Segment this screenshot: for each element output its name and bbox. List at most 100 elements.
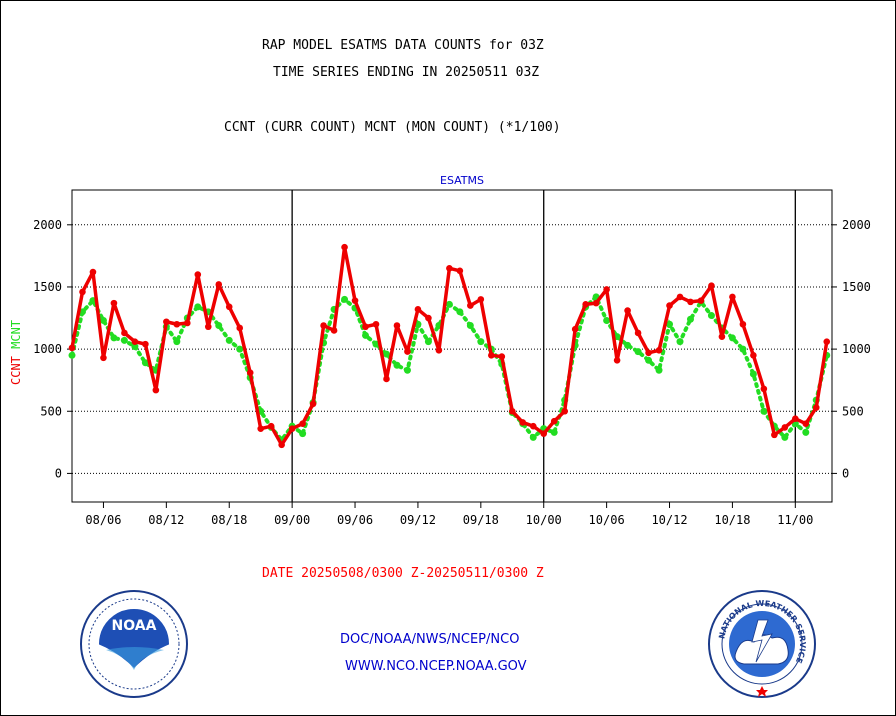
data-point-ccnt xyxy=(267,422,275,430)
chart-title-line3: CCNT (CURR COUNT) MCNT (MON COUNT) (*1/1… xyxy=(224,120,561,135)
data-point-ccnt xyxy=(603,286,610,293)
y-tick-label-left: 0 xyxy=(55,466,62,480)
x-tick-label: 11/00 xyxy=(777,513,813,527)
data-point-ccnt xyxy=(771,431,778,439)
y-tick-label-right: 0 xyxy=(842,466,849,480)
data-point-mcnt xyxy=(236,345,244,353)
noaa-logo: NOAA xyxy=(80,590,188,698)
data-point-ccnt xyxy=(68,344,76,352)
data-point-mcnt xyxy=(603,317,611,325)
data-point-ccnt xyxy=(351,297,359,304)
data-point-ccnt xyxy=(624,307,631,314)
data-point-mcnt xyxy=(456,308,464,316)
data-point-ccnt xyxy=(372,320,380,328)
data-point-mcnt xyxy=(141,359,149,367)
data-point-ccnt xyxy=(550,417,558,425)
data-point-ccnt xyxy=(278,441,285,449)
chart-title: ESATMS xyxy=(440,174,484,187)
data-point-ccnt xyxy=(592,299,600,307)
data-point-mcnt xyxy=(131,343,139,351)
y-axis-label-mcnt: MCNT xyxy=(9,320,23,349)
data-point-ccnt xyxy=(425,314,432,322)
data-point-mcnt xyxy=(382,350,390,358)
data-point-mcnt xyxy=(676,338,684,346)
data-point-ccnt xyxy=(708,282,715,290)
data-point-ccnt xyxy=(781,424,789,431)
y-tick-label-left: 1000 xyxy=(33,342,62,356)
data-point-ccnt xyxy=(131,338,139,345)
website-text: WWW.NCO.NCEP.NOAA.GOV xyxy=(345,659,527,674)
data-point-ccnt xyxy=(173,320,181,328)
data-point-ccnt xyxy=(760,385,768,393)
x-tick-label: 09/18 xyxy=(463,513,499,527)
data-point-ccnt xyxy=(194,271,202,278)
data-point-mcnt xyxy=(781,433,789,441)
data-point-ccnt xyxy=(477,296,485,303)
data-point-ccnt xyxy=(729,293,736,301)
data-point-mcnt xyxy=(424,338,432,346)
data-point-ccnt xyxy=(236,324,244,332)
data-point-ccnt xyxy=(655,347,663,354)
data-point-ccnt xyxy=(488,352,495,359)
y-tick-label-left: 2000 xyxy=(33,218,62,232)
data-point-ccnt xyxy=(446,265,453,272)
plot-frame xyxy=(71,189,833,503)
data-point-ccnt xyxy=(184,319,191,327)
data-point-mcnt xyxy=(686,315,694,323)
x-tick-label: 08/06 xyxy=(85,513,121,527)
chart-title-line2: TIME SERIES ENDING IN 20250511 03Z xyxy=(273,65,540,80)
data-point-ccnt xyxy=(456,267,464,275)
data-point-mcnt xyxy=(739,345,747,353)
data-point-ccnt xyxy=(634,329,642,337)
data-point-mcnt xyxy=(194,303,202,311)
data-point-ccnt xyxy=(121,329,128,337)
data-point-ccnt xyxy=(802,420,810,427)
data-point-mcnt xyxy=(299,430,307,438)
y-tick-label-right: 500 xyxy=(842,404,864,418)
date-range: DATE 20250508/0300 Z-20250511/0300 Z xyxy=(262,566,544,581)
data-point-ccnt xyxy=(750,352,757,359)
data-point-mcnt xyxy=(120,336,128,344)
data-point-ccnt xyxy=(383,375,390,383)
y-axis-label-ccnt: CCNT xyxy=(9,349,23,385)
data-point-ccnt xyxy=(582,301,589,308)
data-point-ccnt xyxy=(393,322,401,329)
data-point-mcnt xyxy=(225,336,233,344)
data-point-ccnt xyxy=(142,340,149,348)
data-point-ccnt xyxy=(100,354,107,362)
data-point-mcnt xyxy=(393,361,401,369)
data-point-ccnt xyxy=(676,293,684,301)
nws-logo: NATIONAL WEATHER SERVICE xyxy=(708,590,816,698)
data-point-ccnt xyxy=(812,404,820,411)
data-point-ccnt xyxy=(404,348,411,355)
data-point-mcnt xyxy=(645,356,653,364)
data-point-ccnt xyxy=(152,386,160,394)
x-tick-label: 10/00 xyxy=(526,513,562,527)
data-point-ccnt xyxy=(89,268,97,276)
x-tick-label: 08/18 xyxy=(211,513,247,527)
data-point-ccnt xyxy=(246,369,254,377)
data-point-mcnt xyxy=(749,370,757,378)
data-point-ccnt xyxy=(299,420,306,427)
data-point-mcnt xyxy=(802,428,810,436)
data-point-ccnt xyxy=(792,415,799,423)
data-point-ccnt xyxy=(309,400,317,408)
data-point-ccnt xyxy=(320,322,327,329)
y-tick-label-left: 1500 xyxy=(33,280,62,294)
data-point-mcnt xyxy=(99,317,107,325)
data-point-ccnt xyxy=(163,318,170,326)
x-tick-label: 10/06 xyxy=(589,513,625,527)
data-point-ccnt xyxy=(687,298,694,306)
data-point-ccnt xyxy=(362,323,369,331)
x-tick-label: 09/06 xyxy=(337,513,373,527)
data-point-ccnt xyxy=(823,338,831,345)
data-point-ccnt xyxy=(330,327,338,334)
data-point-ccnt xyxy=(519,419,527,426)
x-tick-label: 10/12 xyxy=(651,513,687,527)
noaa-logo-text: NOAA xyxy=(112,618,157,634)
data-point-mcnt xyxy=(341,295,349,303)
data-point-ccnt xyxy=(257,425,264,432)
data-point-mcnt xyxy=(215,321,223,329)
data-point-ccnt xyxy=(697,297,705,304)
data-point-ccnt xyxy=(508,407,516,415)
